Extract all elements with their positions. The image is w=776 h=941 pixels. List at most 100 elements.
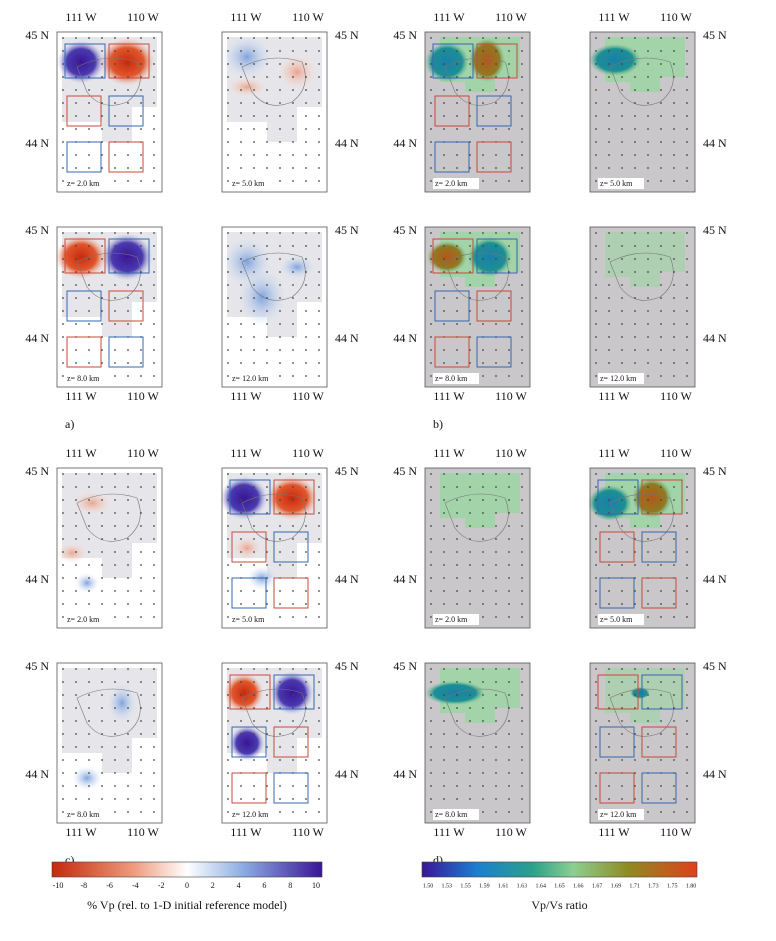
box <box>229 479 271 515</box>
lon-label: 111 W <box>230 825 262 839</box>
panel-frame <box>424 31 531 193</box>
map-panel: z= 12.0 km <box>589 662 696 824</box>
colorbar-tick-label: 1.63 <box>517 883 528 889</box>
box <box>599 772 635 804</box>
colorbar-tick-label: 1.59 <box>479 883 490 889</box>
depth-box <box>433 614 479 625</box>
box <box>273 531 309 563</box>
colorbar-tick-label: 1.55 <box>460 883 471 889</box>
map-panel: z= 8.0 km <box>56 662 163 824</box>
box <box>273 577 309 609</box>
box <box>641 531 677 563</box>
panel-frame <box>221 662 328 824</box>
lon-label: 111 W <box>598 10 630 24</box>
panel-frame <box>221 31 328 193</box>
box <box>66 141 102 173</box>
depth-label: z= 5.0 km <box>600 615 633 624</box>
box <box>64 238 106 274</box>
box <box>641 577 677 609</box>
colorbar-title: Vp/Vs ratio <box>531 898 587 912</box>
lat-label: 45 N <box>335 659 359 673</box>
depth-box <box>598 178 644 189</box>
colorbar-tick-label: 1.75 <box>667 883 678 889</box>
colorbar-tick-label: 1.64 <box>535 883 546 889</box>
lat-label: 45 N <box>25 28 49 42</box>
grid-dots <box>425 663 530 823</box>
map-panel: z= 2.0 km <box>424 31 531 193</box>
lon-label: 110 W <box>660 446 692 460</box>
colorbar <box>421 861 698 878</box>
box <box>231 726 267 758</box>
depth-box <box>598 809 644 820</box>
lat-label: 45 N <box>393 464 417 478</box>
box <box>641 772 677 804</box>
depth-box <box>433 373 479 384</box>
grid-dots <box>590 227 695 387</box>
lat-label: 45 N <box>393 223 417 237</box>
box <box>434 290 470 322</box>
box <box>597 674 639 710</box>
colorbar-tick-label: 4 <box>237 881 241 890</box>
grid-dots <box>425 468 530 628</box>
colorbar-tick-label: 1.80 <box>686 883 697 889</box>
lat-label: 44 N <box>335 572 359 586</box>
box <box>273 674 315 710</box>
lat-label: 45 N <box>335 223 359 237</box>
box <box>273 479 315 515</box>
colorbar-tick-label: 8 <box>288 881 292 890</box>
depth-label: z= 2.0 km <box>435 615 468 624</box>
panel-frame <box>589 226 696 388</box>
box <box>434 336 470 368</box>
depth-label: z= 8.0 km <box>67 810 100 819</box>
lat-label: 45 N <box>703 659 727 673</box>
colorbar-tick-label: 2 <box>211 881 215 890</box>
box <box>108 336 144 368</box>
lon-label: 110 W <box>495 389 527 403</box>
depth-label: z= 5.0 km <box>232 615 265 624</box>
box <box>599 726 635 758</box>
grid-dots <box>57 468 162 628</box>
lat-label: 44 N <box>335 767 359 781</box>
colorbar-tick-label: 0 <box>185 881 189 890</box>
box <box>434 141 470 173</box>
box <box>273 726 309 758</box>
lon-label: 110 W <box>660 10 692 24</box>
lat-label: 44 N <box>335 331 359 345</box>
group-label: c) <box>65 853 74 867</box>
depth-box <box>433 178 479 189</box>
colorbar-tick-label: 1.50 <box>423 883 434 889</box>
lat-label: 44 N <box>703 331 727 345</box>
panel-frame <box>56 31 163 193</box>
box <box>641 726 677 758</box>
depth-box <box>65 178 111 189</box>
lat-label: 45 N <box>393 28 417 42</box>
panel-frame <box>424 226 531 388</box>
panel-frame <box>589 467 696 629</box>
map-panel: z= 5.0 km <box>221 31 328 193</box>
box <box>108 95 144 127</box>
lon-label: 110 W <box>292 825 324 839</box>
panel-frame <box>589 662 696 824</box>
panel-frame <box>424 467 531 629</box>
box <box>231 772 267 804</box>
lat-label: 44 N <box>335 136 359 150</box>
map-panel: z= 5.0 km <box>589 31 696 193</box>
map-panel: z= 2.0 km <box>56 31 163 193</box>
lon-label: 110 W <box>127 825 159 839</box>
lon-label: 111 W <box>433 825 465 839</box>
box <box>108 238 150 274</box>
lat-label: 44 N <box>25 331 49 345</box>
lat-label: 45 N <box>25 659 49 673</box>
box <box>64 43 106 79</box>
colorbar-tick-label: 1.53 <box>442 883 453 889</box>
lat-label: 45 N <box>335 464 359 478</box>
box <box>66 290 102 322</box>
depth-box <box>598 614 644 625</box>
lon-label: 110 W <box>660 825 692 839</box>
colorbar-tick-label: -4 <box>132 881 139 890</box>
box <box>434 95 470 127</box>
panel-frame <box>221 467 328 629</box>
colorbar-tick-label: 1.61 <box>498 883 509 889</box>
depth-label: z= 8.0 km <box>435 810 468 819</box>
depth-label: z= 12.0 km <box>600 810 637 819</box>
